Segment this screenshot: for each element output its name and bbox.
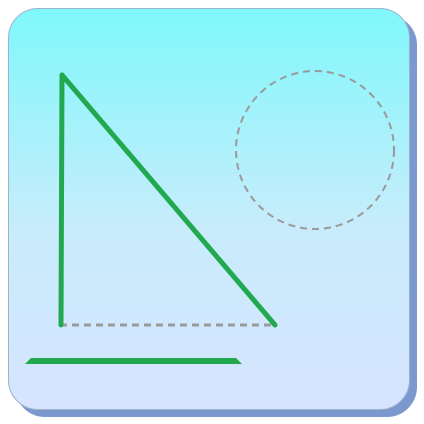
ground-line — [25, 358, 242, 364]
geometry-triangle-app-icon[interactable] — [8, 8, 410, 410]
dashed-circle-icon — [235, 70, 395, 230]
triangle-illustration — [25, 70, 395, 364]
triangle-hypotenuse — [59, 72, 278, 328]
triangle-vertical-side — [58, 72, 65, 328]
